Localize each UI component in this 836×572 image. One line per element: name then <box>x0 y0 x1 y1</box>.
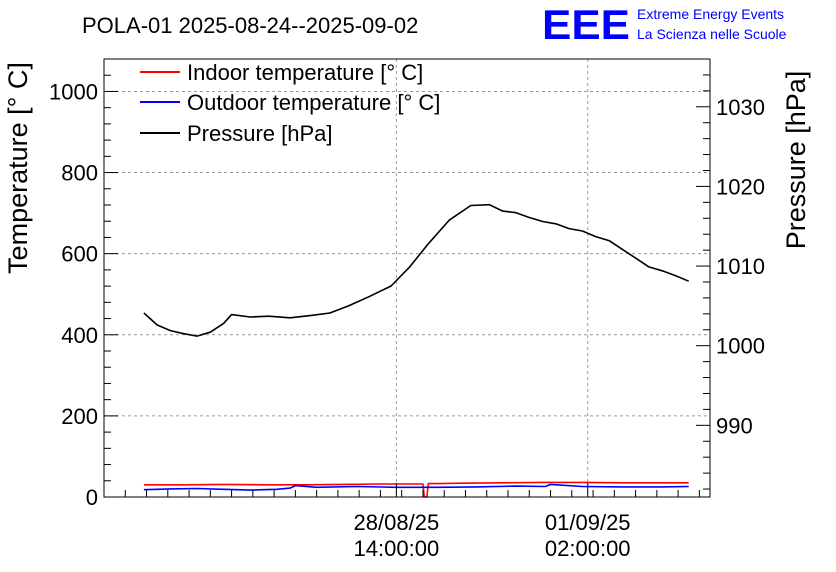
left-axis-tick-label: 0 <box>86 485 98 510</box>
left-axis-tick-label: 200 <box>61 404 98 429</box>
right-axis-tick-label: 1030 <box>716 95 765 120</box>
x-axis-date-label: 28/08/25 <box>354 510 440 535</box>
left-axis-tick-label: 1000 <box>49 79 98 104</box>
left-axis-label: Temperature [° C] <box>3 62 33 274</box>
grid-lines <box>104 59 710 497</box>
plot-frame <box>103 58 711 498</box>
legend: Indoor temperature [° C] Outdoor tempera… <box>140 60 440 146</box>
eee-logo: EEE Extreme Energy Events La Scienza nel… <box>542 1 787 48</box>
left-axis-tick-label: 400 <box>61 323 98 348</box>
right-axis-tick-label: 1010 <box>716 254 765 279</box>
logo-line-1: Extreme Energy Events <box>637 6 784 22</box>
logo-line-2: La Scienza nelle Scuole <box>637 26 787 42</box>
left-axis-tick-label: 600 <box>61 242 98 267</box>
right-axis-tick-label: 1020 <box>716 174 765 199</box>
chart-title: POLA-01 2025-08-24--2025-09-02 <box>82 13 418 38</box>
axes: 0 200 400 600 800 1000 990 1000 1010 1020 1030 28/0… <box>49 58 765 561</box>
right-axis-label: Pressure [hPa] <box>781 71 811 250</box>
series-line-pressure <box>143 203 690 337</box>
right-axis-tick-label: 990 <box>716 413 753 438</box>
legend-label-pressure: Pressure [hPa] <box>187 121 333 146</box>
x-axis-date-label: 01/09/25 <box>545 510 631 535</box>
logo-mark: EEE <box>542 1 630 48</box>
x-axis-time-label: 02:00:00 <box>545 536 631 561</box>
left-axis-tick-label: 800 <box>61 161 98 186</box>
right-axis-tick-label: 1000 <box>716 334 765 359</box>
legend-label-outdoor: Outdoor temperature [° C] <box>187 90 440 115</box>
series-line-outdoor-temperature <box>143 483 689 491</box>
data-series <box>143 203 690 498</box>
x-axis-time-label: 14:00:00 <box>354 536 440 561</box>
legend-label-indoor: Indoor temperature [° C] <box>187 60 423 85</box>
